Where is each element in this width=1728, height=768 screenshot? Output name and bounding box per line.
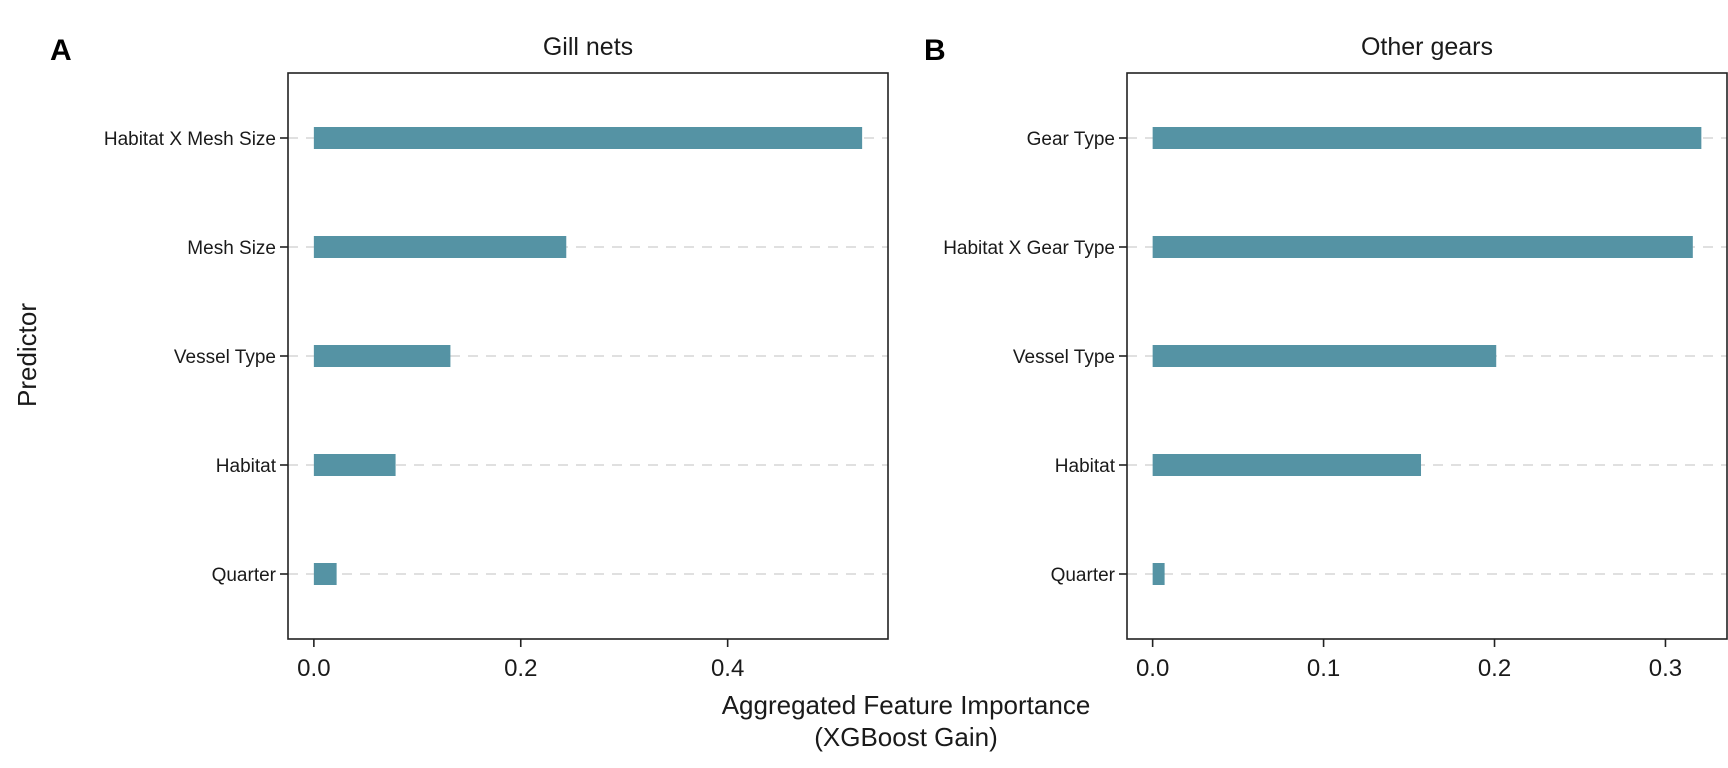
bar (313, 127, 863, 149)
category-label: Mesh Size (187, 238, 276, 259)
category-label: Habitat (1055, 456, 1116, 477)
category-label: Habitat X Mesh Size (104, 129, 276, 150)
panel-label: A (50, 34, 72, 67)
x-tick-label: 0.0 (297, 655, 330, 682)
bar (313, 454, 396, 476)
x-tick-label: 0.1 (1307, 655, 1340, 682)
bar (1152, 563, 1165, 585)
panel-label: B (924, 34, 946, 67)
x-tick-label: 0.2 (1478, 655, 1511, 682)
category-label: Gear Type (1027, 129, 1115, 150)
panel-a: A Gill nets Habitat X Mesh Size Mesh Size Ve… (50, 33, 889, 682)
bar (1152, 127, 1702, 149)
category-label: Vessel Type (1013, 347, 1115, 368)
category-label: Vessel Type (174, 347, 276, 368)
plot-frame (1126, 72, 1728, 640)
bar (313, 345, 451, 367)
x-tick-label: 0.0 (1136, 655, 1169, 682)
category-label: Habitat (216, 456, 277, 477)
category-label: Quarter (212, 565, 277, 586)
bar (1152, 454, 1422, 476)
bar (313, 563, 337, 585)
x-tick-label: 0.4 (711, 655, 744, 682)
category-label: Habitat X Gear Type (943, 238, 1115, 259)
panel-b: B Other gears Gear Type Habitat X Gear Type… (924, 33, 1728, 682)
x-axis-title-line2: (XGBoost Gain) (814, 722, 998, 752)
panel-title: Gill nets (543, 33, 633, 61)
x-axis-title-line1: Aggregated Feature Importance (722, 690, 1091, 720)
x-tick-label: 0.3 (1649, 655, 1682, 682)
bar (313, 236, 567, 258)
x-tick-label: 0.2 (504, 655, 537, 682)
bar (1152, 345, 1497, 367)
category-label: Quarter (1051, 565, 1116, 586)
panel-title: Other gears (1361, 33, 1493, 61)
plot-frame (287, 72, 889, 640)
y-axis-title: Predictor (12, 303, 42, 407)
bar (1152, 236, 1693, 258)
